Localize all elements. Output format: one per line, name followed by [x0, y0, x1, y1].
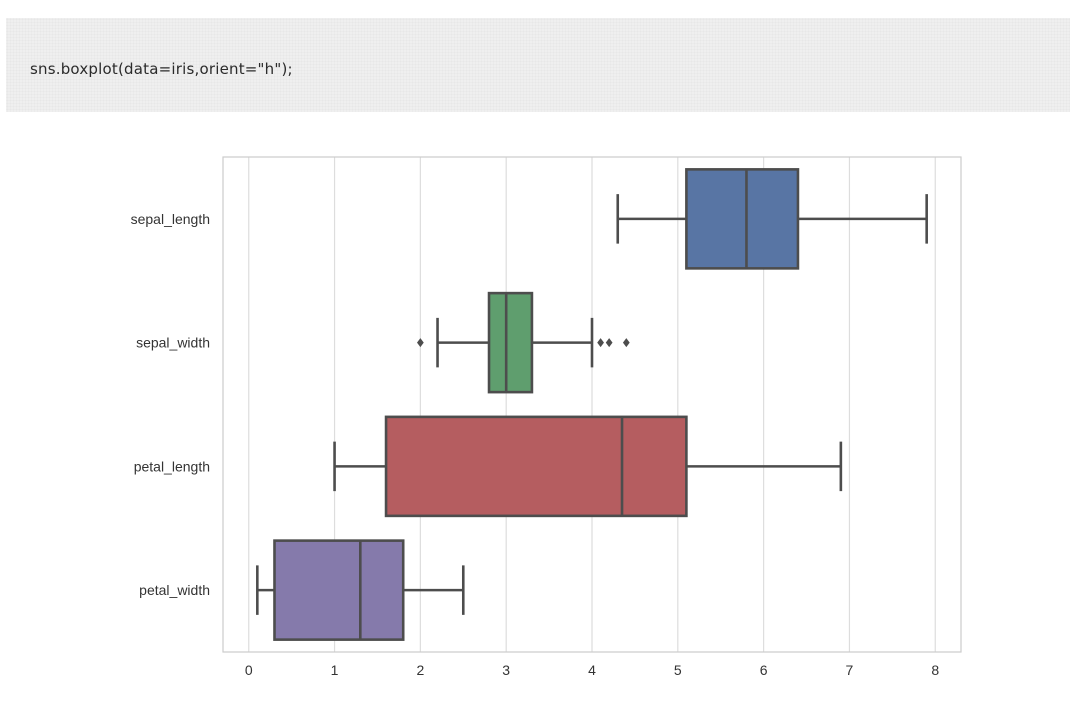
box — [384, 415, 688, 518]
x-tick-label: 2 — [416, 662, 424, 678]
x-tick-label: 4 — [588, 662, 596, 678]
x-tick-label: 0 — [245, 662, 253, 678]
code-cell: sns.boxplot(data=iris,orient="h"); — [6, 18, 1070, 112]
category-label: petal_width — [139, 582, 210, 598]
x-tick-label: 6 — [760, 662, 768, 678]
x-tick-label: 8 — [931, 662, 939, 678]
code-source: sns.boxplot(data=iris,orient="h"); — [30, 60, 293, 78]
x-tick-label: 3 — [502, 662, 510, 678]
outlier-point — [416, 338, 424, 348]
category-label: petal_length — [134, 458, 210, 474]
boxes — [256, 168, 928, 641]
box-group-petal_length — [333, 415, 843, 518]
x-tick-label: 5 — [674, 662, 682, 678]
x-tick-label: 1 — [331, 662, 339, 678]
category-label: sepal_width — [136, 335, 210, 351]
x-tick-labels: 0 1 2 3 4 5 6 7 8 — [245, 662, 940, 678]
box-group-petal_width — [256, 539, 465, 641]
x-tick-label: 7 — [846, 662, 854, 678]
category-labels: sepal_length sepal_width petal_lengthpetal… — [131, 211, 210, 598]
box — [273, 539, 405, 641]
outlier-point — [622, 338, 630, 348]
outlier-point — [605, 338, 613, 348]
box — [487, 291, 534, 394]
outlier-point — [597, 338, 604, 348]
box — [685, 168, 800, 270]
box-group-sepal_length — [616, 168, 928, 270]
plot-frame — [222, 156, 962, 653]
category-label: sepal_length — [131, 211, 210, 227]
box-group-sepal_width — [416, 291, 630, 394]
